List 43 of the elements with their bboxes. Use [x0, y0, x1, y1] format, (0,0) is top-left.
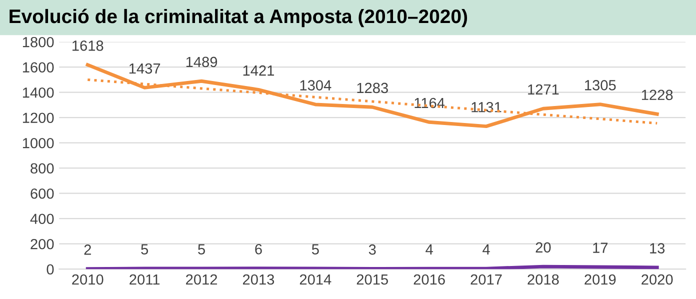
data-label: 1618 [72, 40, 104, 51]
data-label: 5 [312, 244, 319, 254]
chart-title: Evolució de la criminalitat a Amposta (2010–2020) [10, 8, 468, 28]
data-label: 5 [141, 244, 148, 254]
y-tick-label: 1400 [22, 87, 54, 98]
data-label: 5 [198, 244, 205, 254]
data-label: 1437 [129, 63, 160, 74]
data-label: 20 [536, 242, 551, 253]
x-tick-label: 2011 [130, 274, 160, 285]
x-tick-label: 2013 [242, 274, 274, 285]
x-tick-label: 2017 [470, 274, 502, 285]
data-label: 1421 [243, 65, 274, 76]
x-tick-label: 2020 [642, 274, 673, 285]
data-label: 13 [650, 243, 665, 254]
data-label: 4 [482, 244, 490, 254]
data-label: 1304 [300, 80, 332, 90]
y-tick-label: 1000 [22, 138, 54, 148]
data-label: 1271 [528, 84, 559, 95]
x-tick-label: 2018 [528, 274, 559, 285]
data-label: 17 [593, 242, 608, 253]
data-label: 1228 [642, 90, 673, 100]
y-tick-label: 1800 [22, 36, 54, 48]
data-label: 4 [426, 244, 433, 254]
y-tick-label: 1200 [22, 112, 54, 124]
y-tick-label: 400 [30, 214, 54, 224]
data-label: 1283 [357, 82, 388, 94]
data-label: 1164 [414, 98, 445, 108]
data-label: 6 [255, 244, 262, 254]
y-tick-label: 200 [30, 238, 54, 250]
x-tick-label: 2012 [186, 274, 218, 285]
x-tick-label: 2014 [300, 274, 332, 285]
data-label: 1305 [585, 80, 616, 90]
x-tick-label: 2015 [356, 274, 388, 285]
y-tick-label: 800 [30, 163, 54, 174]
data-label: 1489 [186, 56, 218, 68]
data-label: 2 [84, 244, 91, 255]
y-tick-label: 0 [46, 264, 54, 275]
x-tick-label: 2016 [414, 274, 445, 285]
x-tick-label: 2019 [584, 274, 616, 285]
data-label: 3 [368, 244, 376, 255]
x-tick-label: 2010 [72, 274, 104, 285]
y-tick-label: 1600 [22, 62, 54, 73]
y-tick-label: 600 [30, 188, 54, 199]
